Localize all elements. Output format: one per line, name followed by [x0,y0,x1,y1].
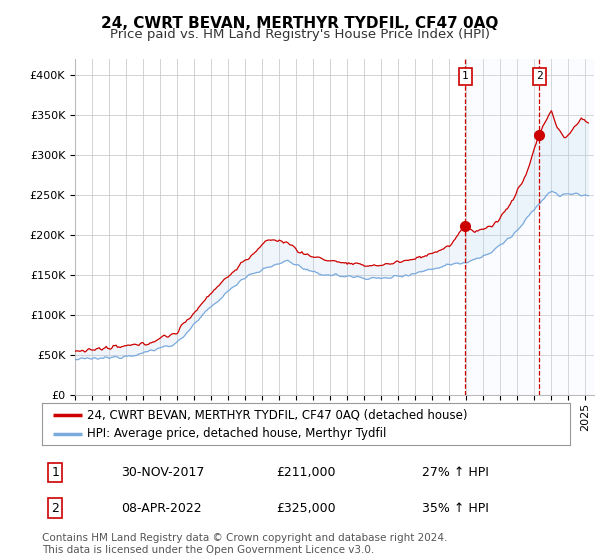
Text: 1: 1 [461,72,469,81]
Text: HPI: Average price, detached house, Merthyr Tydfil: HPI: Average price, detached house, Mert… [87,427,386,440]
Bar [465,59,594,395]
Text: £211,000: £211,000 [276,466,336,479]
Text: 1: 1 [51,466,59,479]
Text: 2: 2 [536,72,542,81]
Text: 35% ↑ HPI: 35% ↑ HPI [422,502,489,515]
Text: 24, CWRT BEVAN, MERTHYR TYDFIL, CF47 0AQ (detached house): 24, CWRT BEVAN, MERTHYR TYDFIL, CF47 0AQ… [87,408,467,421]
Text: 2: 2 [51,502,59,515]
Text: Price paid vs. HM Land Registry's House Price Index (HPI): Price paid vs. HM Land Registry's House … [110,28,490,41]
Text: 08-APR-2022: 08-APR-2022 [121,502,202,515]
Text: Contains HM Land Registry data © Crown copyright and database right 2024.
This d: Contains HM Land Registry data © Crown c… [42,533,448,555]
Text: 27% ↑ HPI: 27% ↑ HPI [422,466,489,479]
Text: 24, CWRT BEVAN, MERTHYR TYDFIL, CF47 0AQ: 24, CWRT BEVAN, MERTHYR TYDFIL, CF47 0AQ [101,16,499,31]
Text: 30-NOV-2017: 30-NOV-2017 [121,466,205,479]
Text: £325,000: £325,000 [276,502,336,515]
